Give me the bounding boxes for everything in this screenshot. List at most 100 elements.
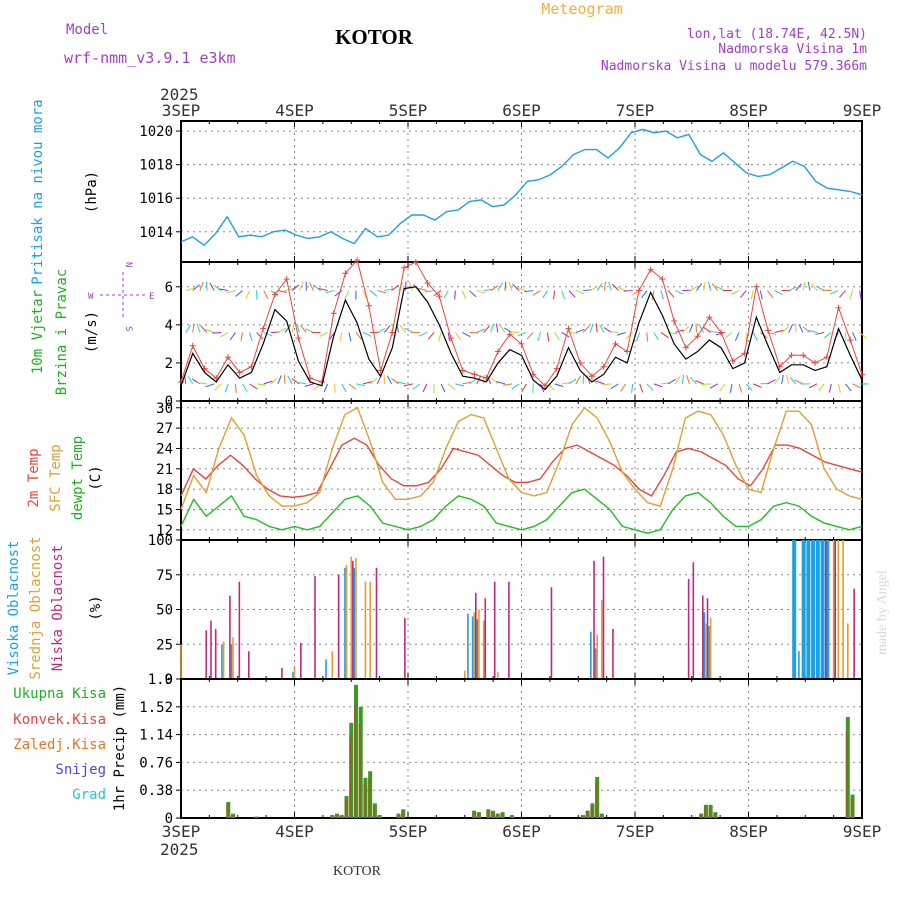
cloud-bar-srednja — [832, 540, 835, 679]
wind-gust-marker — [659, 276, 666, 283]
wind-barb — [391, 377, 399, 385]
wind-barb — [212, 331, 222, 334]
wind-barb — [823, 332, 832, 339]
wind-gust-marker — [859, 371, 865, 378]
time-label-bottom: 6SEP — [502, 822, 541, 841]
y-tick-label: 1.52 — [139, 700, 173, 716]
wind-barb — [798, 324, 804, 333]
wind-barb — [595, 380, 605, 385]
wind-barb — [716, 286, 726, 292]
cloud-bar-niska — [692, 562, 695, 679]
wind-barb — [510, 331, 520, 333]
y-tick-label: 18 — [156, 482, 173, 498]
y-tick-label: 1.14 — [139, 728, 173, 744]
cloud-ylabel-high: Visoka Oblacnost — [6, 541, 22, 676]
cloud-bar-srednja — [478, 609, 480, 679]
wind-barb — [323, 383, 329, 393]
cloud-bar-niska — [352, 560, 354, 679]
wind-gust-marker — [800, 352, 807, 359]
cloud-bar-srednja — [350, 556, 353, 679]
cloud-bar-visoka — [476, 619, 479, 679]
temperature-panel: 12 15 18 21 24 27 30 — [156, 400, 863, 541]
wind-barb — [609, 330, 619, 333]
wind-barb — [561, 290, 566, 300]
wind-barb — [399, 325, 407, 333]
cloud-bar-srednja — [842, 540, 844, 679]
wind-barb — [620, 383, 626, 392]
wind-gust-marker — [436, 293, 443, 300]
precip-bar-conv — [585, 811, 588, 818]
wind-barb — [270, 377, 278, 385]
y-tick-label: 0.38 — [139, 783, 173, 799]
wind-barb — [234, 383, 237, 393]
wind-barb — [695, 380, 704, 385]
wind-barb — [245, 290, 251, 300]
wind-barb — [508, 281, 513, 291]
wind-barb — [745, 383, 753, 391]
wind-barb — [454, 290, 456, 300]
wind-barb — [185, 287, 195, 292]
precip-legend-item: Grad — [72, 787, 106, 803]
wind-barb — [795, 283, 802, 291]
wind-barb — [219, 288, 229, 292]
cloud-bar-srednja — [601, 599, 603, 679]
wind-barb — [325, 290, 335, 293]
wind-barb — [575, 290, 585, 295]
wind-barb — [287, 375, 293, 385]
wind-barb — [750, 290, 754, 300]
wind-gust-marker — [565, 325, 572, 332]
cloud-bar-visoka — [708, 626, 710, 679]
time-label-bottom: 8SEP — [729, 822, 768, 841]
wind-barb — [686, 375, 690, 385]
wind-barb — [263, 380, 273, 385]
y-tick-label: 1018 — [139, 158, 173, 174]
precip-ylabel: 1hr Precip (mm) — [112, 685, 128, 811]
precip-bar-conv — [358, 723, 361, 818]
wind-barb — [511, 383, 520, 390]
wind-barb — [660, 332, 669, 338]
wind-barb — [384, 288, 394, 292]
wind-gust-marker — [694, 333, 701, 340]
cloud-bar-niska — [824, 540, 827, 679]
wind-barb — [497, 282, 503, 291]
wind-barb — [703, 326, 711, 333]
precip-bar-conv — [713, 813, 716, 818]
cloud-bar-visoka — [353, 567, 356, 679]
wind-barb — [462, 332, 471, 338]
cloud-bar-niska — [834, 540, 837, 679]
wind-barb — [440, 383, 446, 393]
wind-barb — [192, 284, 200, 291]
wind-barb — [362, 290, 368, 299]
wind-barb — [486, 375, 492, 385]
wind-barb — [187, 376, 194, 385]
wind-barb — [537, 332, 541, 342]
cloud-bar-niska — [314, 576, 316, 679]
cloud-bar-srednja — [364, 581, 367, 679]
compass-w: W — [88, 292, 94, 302]
wind-barb — [788, 324, 794, 333]
precip-bar-conv — [590, 805, 593, 818]
wind-barb — [334, 290, 343, 297]
wind-barb — [447, 332, 451, 342]
precip-bar-conv — [491, 811, 494, 818]
cloud-bar-niska — [337, 574, 340, 679]
wind-barb — [469, 378, 477, 385]
cloud-bar-srednja — [293, 667, 296, 679]
cloud-bar-visoka — [467, 613, 469, 679]
wind-barb — [205, 281, 208, 291]
wind-gust-marker — [389, 329, 396, 336]
wind-barb — [318, 288, 328, 292]
wind-barb — [503, 383, 513, 386]
time-label-bottom: 5SEP — [389, 822, 428, 841]
wind-barb — [561, 382, 571, 385]
cloud-bar-visoka — [806, 540, 811, 679]
cloud-bar-visoka — [811, 540, 816, 679]
y-tick-label: 50 — [156, 603, 173, 619]
y-tick-label: 4 — [165, 318, 173, 334]
wind-barb — [568, 378, 577, 385]
wind-gust-marker — [588, 373, 595, 380]
wind-gust-marker — [753, 283, 760, 290]
cloud-bar-niska — [612, 628, 614, 679]
precip-bar-conv — [368, 778, 371, 818]
wind-barb — [595, 323, 598, 333]
